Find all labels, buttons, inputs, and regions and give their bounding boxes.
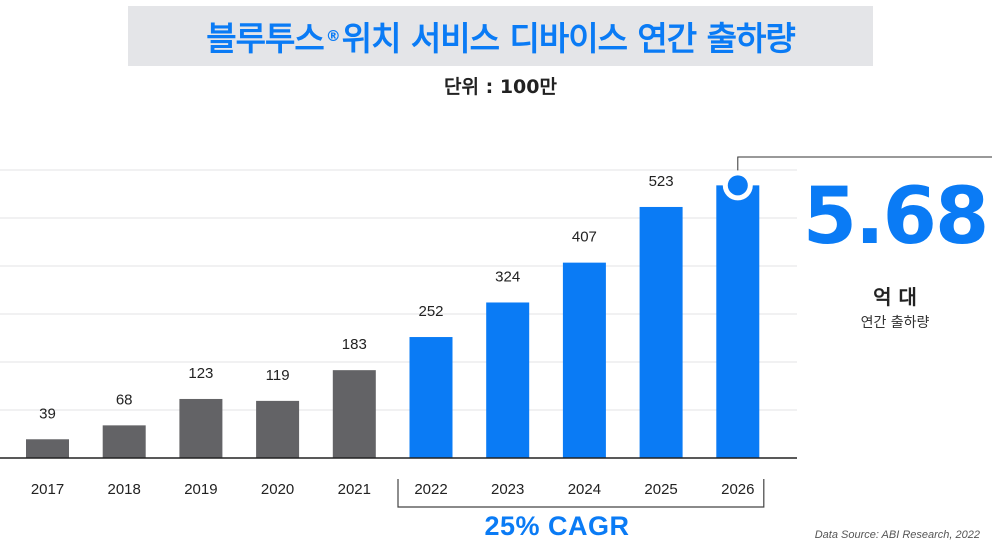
registered-mark: ®: [325, 27, 341, 45]
value-label-2018: 68: [116, 391, 133, 408]
value-label-2022: 252: [418, 303, 443, 320]
x-label-2024: 2024: [568, 481, 601, 498]
highlight-unit: 억 대: [873, 285, 917, 309]
highlight-caption: 연간 출하량: [860, 315, 930, 331]
highlight-value: 5.68: [802, 172, 989, 262]
unit-label: 단위 : 100만: [444, 76, 557, 98]
value-label-2019: 123: [188, 365, 213, 382]
callout-line: [737, 156, 992, 174]
value-label-2017: 39: [39, 405, 56, 422]
bar-2024: [562, 262, 606, 458]
value-label-2023: 324: [495, 268, 520, 285]
title-background: [128, 6, 873, 66]
value-label-2021: 183: [342, 336, 367, 353]
bars: [26, 185, 760, 459]
x-label-2020: 2020: [261, 481, 294, 498]
highlight-marker: [727, 175, 748, 196]
title-part-1: 블루투스: [206, 19, 324, 58]
bar-2026: [716, 185, 760, 459]
x-label-2018: 2018: [108, 481, 141, 498]
x-label-2023: 2023: [491, 481, 524, 498]
x-label-2021: 2021: [338, 481, 371, 498]
cagr-label: 25% CAGR: [484, 511, 630, 541]
bar-2025: [639, 206, 683, 458]
x-axis-labels: 2017 2018 2019 2020 2021 2022 2023 2024 2025 2026: [31, 481, 755, 498]
x-label-2022: 2022: [414, 481, 447, 498]
bar-2021: [332, 370, 376, 458]
bar-2020: [256, 400, 300, 458]
x-label-2025: 2025: [644, 481, 677, 498]
chart-title: 블루투스 ® 위치 서비스 디바이스 연간 출하량: [128, 6, 873, 66]
bar-2022: [409, 337, 453, 458]
data-source: Data Source: ABI Research, 2022: [814, 529, 980, 541]
value-labels: 39 68 123 119 183 252 324 407 523: [39, 173, 673, 422]
bar-2023: [486, 302, 530, 458]
bar-2017: [26, 439, 69, 458]
x-label-2019: 2019: [184, 481, 217, 498]
x-label-2026: 2026: [721, 481, 754, 498]
x-label-2017: 2017: [31, 481, 64, 498]
bar-2019: [179, 398, 223, 458]
value-label-2025: 523: [649, 173, 674, 190]
forecast-bracket: [397, 479, 765, 508]
value-label-2020: 119: [266, 367, 290, 384]
title-part-2: 위치 서비스 디바이스 연간 출하량: [341, 19, 796, 58]
bar-2018: [102, 425, 146, 458]
value-label-2024: 407: [572, 229, 597, 246]
